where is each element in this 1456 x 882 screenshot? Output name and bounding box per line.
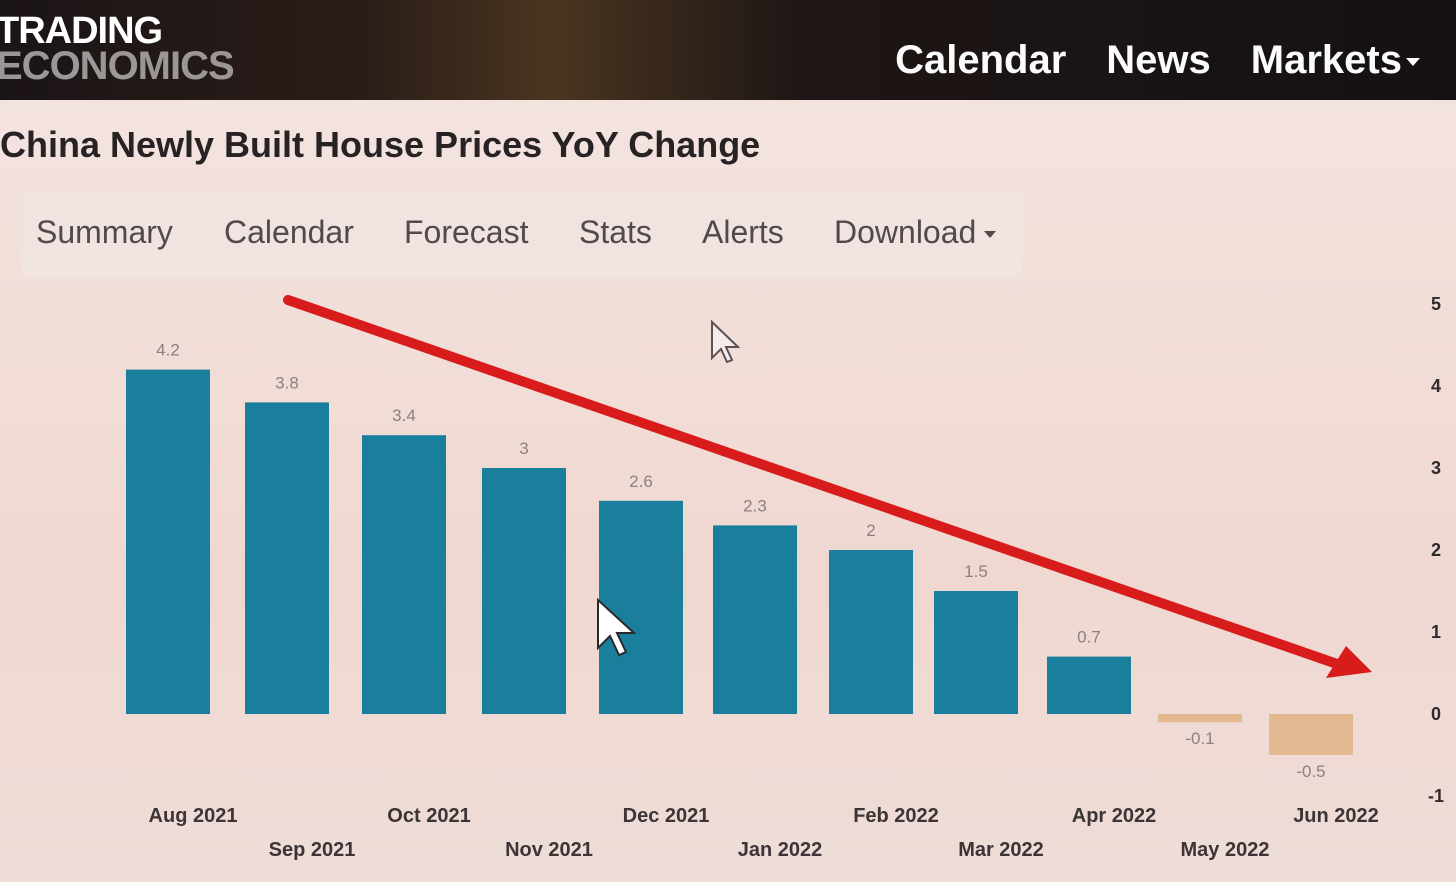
bar[interactable] (245, 402, 329, 714)
bar-value-label: 3.8 (275, 373, 299, 392)
tab-alerts[interactable]: Alerts (702, 214, 784, 250)
nav-markets[interactable]: Markets (1251, 38, 1420, 83)
y-tick-label: 0 (1431, 704, 1441, 724)
y-tick-label: 2 (1431, 540, 1441, 560)
x-tick-label: Apr 2022 (1072, 805, 1157, 827)
bar[interactable] (362, 435, 446, 714)
bar[interactable] (1047, 656, 1131, 714)
y-ticks-group: 5 4 3 2 1 0 -1 (1428, 294, 1444, 806)
cursor-hollow-icon (711, 319, 741, 364)
x-tick-label: Nov 2021 (505, 839, 593, 861)
x-tick-label: Sep 2021 (269, 839, 356, 861)
x-tick-label: Dec 2021 (623, 805, 710, 827)
bar[interactable] (829, 550, 913, 714)
y-tick-label: 5 (1431, 294, 1441, 314)
page-title: China Newly Built House Prices YoY Chang… (0, 124, 761, 165)
y-tick-label: 4 (1431, 376, 1441, 396)
chevron-down-icon (984, 231, 997, 239)
top-bar: TRADING ECONOMICS Calendar News Markets (0, 0, 1456, 100)
bar-value-label: -0.1 (1185, 729, 1214, 748)
tab-summary[interactable]: Summary (36, 214, 173, 250)
x-tick-label: Feb 2022 (853, 805, 939, 827)
tab-forecast[interactable]: Forecast (404, 214, 529, 250)
y-tick-label: 3 (1431, 458, 1441, 478)
x-labels-group: Aug 2021 Sep 2021 Oct 2021 Nov 2021 Dec 2021… (149, 805, 1379, 861)
bar-value-label: 4.2 (156, 341, 180, 360)
trend-arrow (283, 295, 1372, 678)
y-tick-label: -1 (1428, 786, 1444, 806)
chevron-down-icon (1406, 58, 1420, 67)
bar-value-label: 0.7 (1077, 628, 1101, 647)
bar-value-label: 2 (866, 521, 875, 540)
x-tick-label: Oct 2021 (387, 805, 470, 827)
top-nav: Calendar News Markets (895, 38, 1420, 83)
tab-calendar[interactable]: Calendar (224, 214, 354, 250)
x-tick-label: Mar 2022 (958, 839, 1044, 861)
nav-news[interactable]: News (1106, 38, 1211, 82)
bar[interactable] (1269, 714, 1353, 755)
bars-group (126, 369, 1353, 755)
nav-markets-label: Markets (1250, 38, 1402, 82)
main-content: China Newly Built House Prices YoY Chang… (0, 100, 1456, 882)
bar-value-label: -0.5 (1296, 762, 1325, 781)
bar[interactable] (1158, 714, 1242, 723)
bar-value-label: 3 (519, 439, 528, 458)
brand-logo[interactable]: TRADING ECONOMICS (0, 10, 235, 89)
x-tick-label: Jun 2022 (1293, 805, 1379, 827)
arrow-head-icon (1326, 646, 1372, 678)
tab-download[interactable]: Download (834, 214, 997, 251)
x-tick-label: May 2022 (1181, 839, 1270, 861)
trend-arrow-line (283, 295, 1345, 670)
bar-value-label: 3.4 (392, 406, 416, 425)
brand-line1: TRADING (0, 10, 163, 52)
bar[interactable] (482, 468, 566, 714)
value-labels-group: 4.2 3.8 3.4 3 2.6 2.3 2 1.5 0.7 -0.1 -0.5 (156, 341, 1325, 781)
nav-calendar[interactable]: Calendar (895, 38, 1067, 82)
x-tick-label: Aug 2021 (149, 805, 238, 827)
bar-value-label: 2.6 (629, 472, 653, 491)
mouse-cursor-icon (597, 597, 637, 657)
bar[interactable] (934, 591, 1018, 714)
tab-stats[interactable]: Stats (579, 214, 652, 250)
bar-value-label: 1.5 (964, 562, 988, 581)
bar-value-label: 2.3 (743, 496, 767, 515)
bar[interactable] (126, 369, 210, 714)
tab-download-label: Download (834, 214, 977, 250)
brand-line2: ECONOMICS (0, 44, 235, 89)
x-tick-label: Jan 2022 (738, 839, 823, 861)
y-tick-label: 1 (1431, 622, 1441, 642)
bar[interactable] (713, 525, 797, 714)
tab-bar: Summary Calendar Forecast Stats Alerts D… (22, 192, 1022, 278)
bar[interactable] (599, 500, 683, 714)
